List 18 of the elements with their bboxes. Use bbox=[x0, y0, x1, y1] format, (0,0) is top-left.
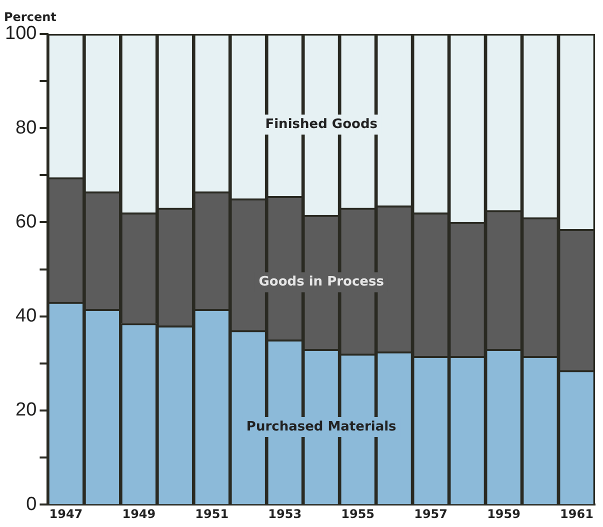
series-label: Finished Goods bbox=[265, 116, 378, 132]
x-tick-label: 1953 bbox=[268, 506, 302, 521]
y-tick-label: 80 bbox=[16, 117, 37, 138]
y-tick-label: 40 bbox=[16, 306, 37, 327]
series-label: Purchased Materials bbox=[246, 419, 397, 434]
x-tick-label: 1961 bbox=[560, 506, 594, 521]
x-tick-label: 1959 bbox=[487, 506, 520, 521]
y-tick-label: 20 bbox=[16, 400, 37, 421]
x-tick-label: 1957 bbox=[414, 506, 448, 521]
series-label: Goods in Process bbox=[258, 274, 384, 290]
y-tick-label: 100 bbox=[5, 23, 37, 44]
y-tick-label: 60 bbox=[16, 211, 37, 232]
x-tick-label: 1949 bbox=[122, 506, 156, 521]
x-tick-label: 1947 bbox=[49, 506, 83, 521]
y-axis-title: Percent bbox=[4, 10, 57, 24]
x-tick-label: 1955 bbox=[341, 506, 375, 521]
x-tick-label: 1951 bbox=[195, 506, 229, 521]
y-tick-label: 0 bbox=[26, 494, 37, 515]
